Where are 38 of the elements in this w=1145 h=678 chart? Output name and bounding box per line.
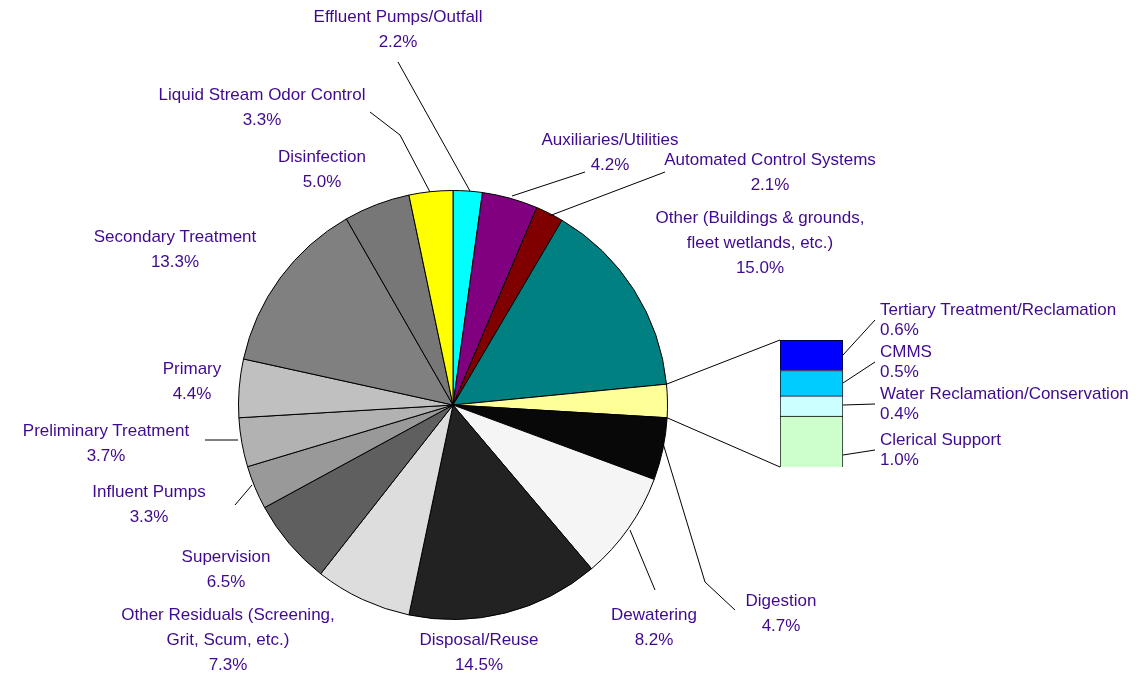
data-label: 8.2% xyxy=(634,629,674,649)
slice-label: Auxiliaries/Utilities xyxy=(541,129,679,149)
slice-label: Other (Buildings & grounds, fleet wetlands, etc.) xyxy=(655,207,865,252)
data-label: 15.0% xyxy=(735,257,785,277)
data-label: 0.4% xyxy=(880,403,919,423)
slice-label: Primary xyxy=(162,358,222,378)
data-label: 3.3% xyxy=(242,109,282,129)
data-label: 14.5% xyxy=(454,654,504,674)
data-label: 2.1% xyxy=(750,174,790,194)
data-label: 0.6% xyxy=(880,319,919,339)
slice-label: Dewatering xyxy=(611,604,697,624)
data-label: 6.5% xyxy=(206,571,246,591)
slice-label: Automated Control Systems xyxy=(664,149,876,169)
slice-label: Disinfection xyxy=(278,146,366,166)
slice-label: Liquid Stream Odor Control xyxy=(158,84,366,104)
data-label: 2.2% xyxy=(378,31,418,51)
data-label: 4.2% xyxy=(590,154,630,174)
data-label: 4.7% xyxy=(761,615,801,635)
data-label: 1.0% xyxy=(880,449,919,469)
text: CMMS xyxy=(880,341,932,361)
data-label: 5.0% xyxy=(302,171,342,191)
slice-label: Other Residuals (Screening, Grit, Scum, etc.) xyxy=(121,604,335,649)
data-label: 13.3% xyxy=(150,251,200,271)
text: Water Reclamation/Conservation xyxy=(880,383,1129,403)
slice-label: Supervision xyxy=(181,546,271,566)
slice-label: Preliminary Treatment xyxy=(22,420,190,440)
slice-label: Disposal/Reuse xyxy=(419,629,539,649)
data-label: 3.3% xyxy=(129,506,169,526)
slice-label: Secondary Treatment xyxy=(93,226,257,246)
data-label: 3.7% xyxy=(86,445,126,465)
legend-label: Influent Pumps xyxy=(92,481,206,501)
data-label: 0.5% xyxy=(880,361,919,381)
text: Clerical Support xyxy=(880,429,1002,449)
slice-label: Effluent Pumps/Outfall xyxy=(313,6,483,26)
data-label: 7.3% xyxy=(208,654,248,674)
text: Tertiary Treatment/Reclamation xyxy=(880,299,1117,319)
data-label: 4.4% xyxy=(172,383,212,403)
slice-label: Digestion xyxy=(745,590,817,610)
